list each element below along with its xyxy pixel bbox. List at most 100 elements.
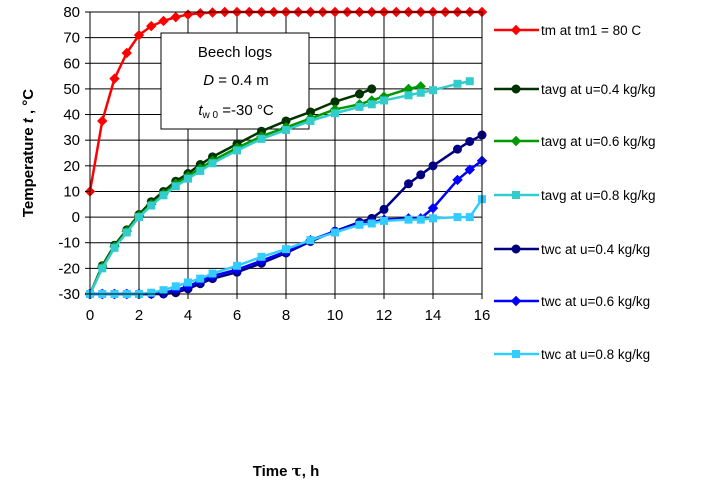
data-point [196, 274, 205, 283]
data-point [109, 73, 120, 84]
y-tick-label: -20 [58, 260, 80, 277]
annotation-line-1: Beech logs [198, 44, 272, 61]
legend-marker [510, 135, 522, 147]
legend: tm at tm1 = 80 C tavg at u=0.4 kg/kg tavg … [494, 23, 655, 362]
legend-marker [510, 24, 522, 36]
data-point [98, 264, 107, 273]
legend-marker [511, 84, 521, 94]
data-point [121, 47, 132, 59]
data-point [196, 166, 205, 175]
legend-marker [512, 191, 520, 199]
x-tick-label: 6 [233, 307, 241, 324]
legend-marker [511, 244, 521, 254]
data-point [404, 91, 413, 100]
data-point [453, 213, 462, 222]
data-point [452, 174, 463, 186]
data-point [380, 216, 388, 225]
y-tick-label: 70 [63, 30, 80, 47]
x-tick-label: 8 [282, 307, 290, 324]
legend-entry-6: twc at u=0.6 kg/kg [494, 294, 650, 309]
annotation-box: Beech logs D = 0.4 m tw 0 =-30 °C [160, 32, 310, 130]
data-point [306, 116, 315, 125]
y-tick-label: 20 [63, 158, 80, 175]
annotation-line-3: tw 0 =-30 °C [198, 102, 274, 121]
data-point [453, 79, 462, 88]
x-tick-label: 14 [425, 307, 442, 324]
y-tick-label: 0 [72, 209, 80, 226]
data-point [110, 243, 119, 252]
data-point [282, 125, 290, 134]
legend-label: tm at tm1 = 80 C [541, 23, 641, 38]
legend-marker [512, 350, 520, 358]
legend-label: tavg at u=0.8 kg/kg [541, 188, 655, 203]
data-point [282, 245, 290, 254]
y-tick-label: 10 [63, 183, 80, 200]
x-tick-label: 10 [327, 307, 344, 324]
legend-label: twc at u=0.6 kg/kg [541, 294, 650, 309]
data-point [367, 219, 376, 228]
data-point [146, 20, 157, 32]
data-point [465, 77, 474, 86]
x-axis-label: Time τ, h [253, 462, 320, 480]
y-tick-label: -30 [58, 286, 80, 303]
y-tick-label: 80 [63, 4, 80, 21]
y-tick-label: 40 [63, 107, 80, 124]
legend-label: twc at u=0.8 kg/kg [541, 347, 650, 362]
x-tick-label: 4 [184, 307, 192, 324]
data-point [97, 115, 108, 127]
data-point [147, 288, 156, 297]
series-4 [86, 77, 474, 298]
data-point [208, 269, 217, 278]
data-point [331, 228, 339, 237]
legend-label: tavg at u=0.6 kg/kg [541, 134, 655, 149]
data-point [159, 286, 168, 295]
data-point [379, 204, 389, 214]
data-point [170, 11, 181, 23]
x-tick-label: 12 [376, 307, 393, 324]
data-point [416, 215, 425, 224]
annotation-line-2: D = 0.4 m [203, 72, 268, 89]
legend-entry-7: twc at u=0.8 kg/kg [494, 347, 650, 362]
y-tick-label: 30 [63, 132, 80, 149]
data-point [453, 144, 462, 154]
x-tick-label: 2 [135, 307, 143, 324]
data-point [427, 202, 439, 214]
data-point [355, 220, 364, 229]
data-point [122, 228, 131, 237]
data-point [464, 164, 475, 175]
legend-label: tavg at u=0.4 kg/kg [541, 82, 655, 97]
y-axis-label: Temperature t , °C [20, 89, 37, 217]
data-point [207, 7, 218, 18]
y-tick-label: 50 [63, 81, 80, 98]
ticks: -30 -20 -10 0 10 20 30 40 50 60 70 80 0 2 4 6 8 10 12 14 16 [58, 4, 490, 324]
data-point [184, 278, 192, 287]
data-point [159, 191, 168, 200]
legend-entry-5: twc at u=0.4 kg/kg [494, 242, 650, 257]
data-point [416, 170, 426, 180]
data-point [233, 146, 241, 155]
data-point [429, 214, 437, 223]
data-point [158, 15, 169, 27]
x-tick-label: 0 [86, 307, 94, 324]
legend-entry-1: tm at tm1 = 80 C [494, 23, 641, 38]
data-point [355, 89, 364, 99]
data-point [367, 100, 376, 109]
data-point [184, 174, 192, 183]
legend-entry-3: tavg at u=0.6 kg/kg [494, 134, 655, 149]
y-tick-label: 60 [63, 55, 80, 72]
data-point [416, 88, 425, 97]
data-point [404, 179, 413, 189]
data-point [404, 215, 413, 224]
data-point [257, 134, 266, 143]
data-point [380, 96, 388, 105]
legend-entry-2: tavg at u=0.4 kg/kg [494, 82, 655, 97]
data-point [171, 182, 180, 191]
data-point [355, 102, 364, 111]
data-point [367, 84, 377, 94]
data-point [306, 236, 315, 245]
data-point [208, 159, 217, 168]
data-point [133, 29, 145, 41]
legend-entry-4: tavg at u=0.8 kg/kg [494, 188, 655, 203]
y-tick-label: -10 [58, 235, 80, 252]
